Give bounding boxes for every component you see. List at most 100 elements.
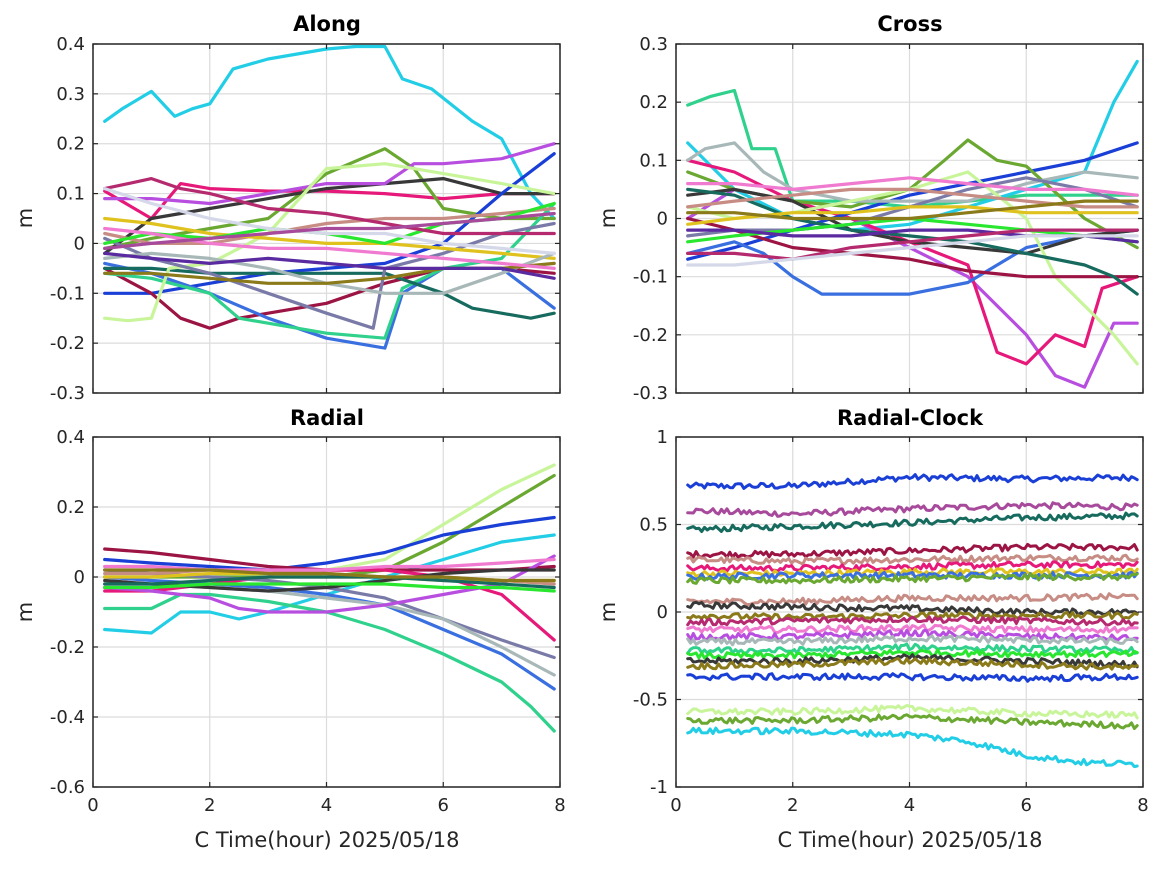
x-tick-label: 2 bbox=[204, 795, 215, 816]
radial-series-line bbox=[103, 592, 556, 733]
along-series-line bbox=[103, 266, 556, 320]
radial-clock-series-group bbox=[686, 473, 1139, 769]
x-tick-label: 2 bbox=[787, 795, 798, 816]
along-series-line bbox=[103, 226, 556, 270]
along-ylabel: m bbox=[13, 208, 37, 228]
y-tick-label: 0.1 bbox=[639, 150, 668, 171]
radial-clock-series-line bbox=[686, 600, 1139, 617]
along-series-group bbox=[103, 44, 556, 350]
y-tick-label: 1 bbox=[657, 427, 668, 448]
cross-panel: Cross m 0.3 0.2 0.1 0 -0.1 -0.2 -0.3 bbox=[596, 12, 1144, 404]
along-series-line bbox=[103, 177, 556, 255]
cross-series-line bbox=[686, 141, 1139, 261]
radial-title: Radial bbox=[290, 406, 364, 430]
radial-clock-series-line bbox=[686, 634, 1139, 647]
y-tick-label: 0 bbox=[74, 233, 85, 254]
radial-clock-series-line bbox=[686, 572, 1139, 585]
along-series-line bbox=[103, 206, 556, 245]
radial-clock-series-line bbox=[686, 672, 1139, 683]
y-tick-label: 0 bbox=[74, 567, 85, 588]
cross-series-line bbox=[686, 228, 1139, 261]
cross-series-line bbox=[686, 199, 1139, 221]
radial-clock-xlabel: C Time(hour) 2025/05/18 bbox=[778, 828, 1043, 852]
radial-series-group bbox=[103, 463, 556, 733]
x-tick-label: 4 bbox=[904, 795, 915, 816]
radial-clock-series-line bbox=[686, 726, 1139, 769]
along-series-line bbox=[103, 216, 556, 260]
x-tick-label: 0 bbox=[670, 795, 681, 816]
radial-clock-series-line bbox=[686, 615, 1139, 627]
cross-series-line bbox=[686, 187, 1139, 209]
radial-clock-series-line bbox=[686, 648, 1139, 660]
x-tick-label: 0 bbox=[87, 795, 98, 816]
y-tick-label: -0.1 bbox=[50, 283, 85, 304]
y-tick-label: 0.3 bbox=[639, 34, 668, 55]
radial-series-line bbox=[103, 575, 556, 590]
radial-clock-series-line bbox=[686, 623, 1139, 634]
radial-series-line bbox=[103, 557, 556, 572]
cross-series-line bbox=[686, 88, 1139, 209]
along-series-line bbox=[103, 251, 556, 280]
y-tick-label: -0.5 bbox=[633, 690, 668, 711]
along-panel: Along m 0.4 0.3 0.2 0.1 0 -0.1 -0.2 -0.3 bbox=[13, 12, 561, 404]
y-tick-label: -0.6 bbox=[50, 777, 85, 798]
radial-series-line bbox=[103, 463, 556, 579]
cross-ylabel: m bbox=[596, 208, 620, 228]
y-tick-label: 0.3 bbox=[56, 84, 85, 105]
y-tick-label: 0.5 bbox=[639, 515, 668, 536]
radial-clock-series-line bbox=[686, 713, 1139, 730]
y-tick-label: 0.1 bbox=[56, 184, 85, 205]
cross-series-line bbox=[686, 228, 1139, 296]
along-series-line bbox=[103, 221, 556, 330]
x-tick-label: 6 bbox=[1021, 795, 1032, 816]
x-tick-label: 8 bbox=[1137, 795, 1148, 816]
cross-series-line bbox=[686, 205, 1139, 226]
x-tick-label: 4 bbox=[321, 795, 332, 816]
along-series-line bbox=[103, 201, 556, 340]
y-tick-label: 0.4 bbox=[56, 34, 85, 55]
y-tick-label: -0.2 bbox=[50, 637, 85, 658]
radial-clock-title: Radial-Clock bbox=[837, 406, 984, 430]
along-series-line bbox=[103, 177, 556, 236]
radial-panel: Radial m C Time(hour) 2025/05/18 0 2 4 6 8 0.… bbox=[13, 406, 566, 852]
along-series-line bbox=[103, 142, 556, 206]
along-series-line bbox=[103, 147, 556, 250]
radial-clock-series-line bbox=[686, 560, 1139, 573]
radial-clock-series-line bbox=[686, 642, 1139, 655]
y-tick-label: -1 bbox=[650, 777, 668, 798]
along-series-line bbox=[103, 211, 556, 250]
cross-series-group bbox=[686, 59, 1139, 389]
radial-ylabel: m bbox=[13, 602, 37, 622]
y-tick-label: -0.2 bbox=[50, 333, 85, 354]
radial-clock-series-line bbox=[686, 542, 1139, 559]
cross-series-line bbox=[686, 176, 1139, 197]
radial-clock-panel: Radial-Clock m C Time(hour) 2025/05/18 0… bbox=[596, 406, 1149, 852]
y-tick-label: -0.3 bbox=[633, 383, 668, 404]
radial-xlabel: C Time(hour) 2025/05/18 bbox=[195, 828, 460, 852]
radial-series-line bbox=[103, 515, 556, 572]
y-tick-label: 0 bbox=[657, 602, 668, 623]
cross-title: Cross bbox=[877, 12, 942, 36]
radial-clock-series-line bbox=[686, 473, 1139, 490]
y-tick-label: -0.1 bbox=[633, 267, 668, 288]
radial-series-line bbox=[103, 582, 556, 593]
radial-clock-series-line bbox=[686, 501, 1139, 518]
y-tick-label: -0.2 bbox=[633, 325, 668, 346]
radial-clock-series-line bbox=[686, 657, 1139, 671]
y-tick-label: 0.4 bbox=[56, 427, 85, 448]
y-tick-label: 0.2 bbox=[56, 497, 85, 518]
along-series-line bbox=[103, 152, 556, 295]
y-tick-label: 0.2 bbox=[639, 92, 668, 113]
radial-series-line bbox=[103, 554, 556, 614]
radial-clock-series-line bbox=[686, 511, 1139, 533]
radial-clock-ylabel: m bbox=[596, 602, 620, 622]
cross-series-line bbox=[686, 216, 1139, 279]
radial-clock-series-line bbox=[686, 703, 1139, 720]
cross-series-line bbox=[686, 234, 1139, 267]
x-tick-label: 8 bbox=[554, 795, 565, 816]
radial-series-line bbox=[103, 568, 556, 583]
along-series-line bbox=[103, 187, 556, 255]
radial-clock-series-line bbox=[686, 592, 1139, 606]
radial-clock-series-line bbox=[686, 553, 1139, 566]
